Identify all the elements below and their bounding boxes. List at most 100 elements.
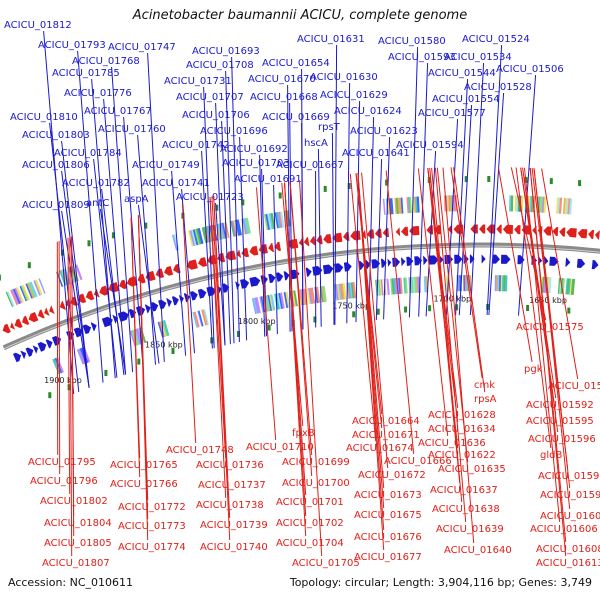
scale-tick-label: 1850 kbp xyxy=(145,340,183,349)
forward-leader-line xyxy=(103,98,127,375)
reverse-gene-label: pgk xyxy=(524,364,543,375)
reverse-leader-line xyxy=(434,167,467,523)
forward-gene-label: ACICU_01784 xyxy=(54,148,122,159)
forward-gene xyxy=(66,330,75,341)
reverse-gene xyxy=(164,265,174,276)
forward-gene-label: ACICU_01544 xyxy=(428,68,496,79)
reverse-gene xyxy=(44,307,50,316)
reverse-gene xyxy=(401,226,409,236)
rna-marker xyxy=(464,176,468,183)
cog-stripe xyxy=(293,290,298,307)
cog-stripe xyxy=(10,289,19,306)
cog-stripe xyxy=(565,198,570,215)
forward-gene xyxy=(283,271,290,281)
reverse-leader-line xyxy=(515,167,552,449)
reverse-leader-line xyxy=(289,181,313,477)
cog-stripe xyxy=(192,229,199,246)
cog-stripe xyxy=(39,277,48,294)
reverse-gene xyxy=(343,231,350,242)
forward-gene xyxy=(406,256,414,266)
reverse-gene xyxy=(2,323,11,334)
reverse-gene-label: ACICU_01772 xyxy=(118,502,186,513)
forward-gene-label: ACICU_01806 xyxy=(22,160,90,171)
reverse-gene xyxy=(470,224,478,234)
reverse-gene-label: ACICU_01673 xyxy=(354,490,422,501)
reverse-gene-label: ACICU_01807 xyxy=(42,558,110,569)
reverse-leader-line xyxy=(524,167,561,523)
reverse-leader-line xyxy=(385,170,415,455)
forward-gene xyxy=(371,259,381,269)
forward-leader-line xyxy=(445,118,459,316)
forward-gene xyxy=(380,258,387,268)
reverse-gene-label: ACICU_01671 xyxy=(352,430,420,441)
forward-gene xyxy=(101,316,113,328)
rna-marker xyxy=(347,183,351,189)
reverse-gene xyxy=(514,225,521,235)
rna-marker xyxy=(385,179,389,186)
forward-leader-line xyxy=(61,170,90,388)
cog-stripe xyxy=(29,281,38,298)
forward-gene-label: hscA xyxy=(304,138,328,149)
forward-leader-line xyxy=(137,134,156,365)
reverse-gene-label: ACICU_01748 xyxy=(166,445,234,456)
forward-gene-label: ACICU_01669 xyxy=(262,112,330,123)
cog-stripe xyxy=(14,287,23,304)
forward-gene xyxy=(576,258,586,269)
forward-leader-line xyxy=(458,104,473,316)
reverse-leader-line xyxy=(299,180,323,557)
rna-marker xyxy=(0,274,1,281)
reverse-gene-label: ACICU_01704 xyxy=(276,538,344,549)
reverse-leader-line xyxy=(137,215,149,541)
forward-gene-label: ACICU_01580 xyxy=(378,36,446,47)
rna-marker xyxy=(27,262,31,269)
reverse-gene xyxy=(225,250,237,261)
forward-gene xyxy=(334,263,344,273)
reverse-gene xyxy=(241,247,250,258)
forward-gene-label: ACICU_01703 xyxy=(222,158,290,169)
cog-stripe xyxy=(416,196,420,213)
forward-leader-line xyxy=(61,140,90,388)
reverse-gene xyxy=(274,241,281,251)
cog-stripe xyxy=(454,195,457,212)
forward-gene xyxy=(144,304,151,314)
reverse-gene xyxy=(14,318,23,329)
reverse-gene xyxy=(49,305,55,314)
forward-gene xyxy=(158,299,167,310)
reverse-leader-line xyxy=(431,167,463,503)
reverse-gene-label: ACICU_01636 xyxy=(418,438,486,449)
forward-gene-label: ACICU_01623 xyxy=(350,126,418,137)
cog-stripe xyxy=(231,220,238,237)
forward-leader-line xyxy=(93,158,118,378)
forward-gene xyxy=(414,256,423,266)
cog-stripe xyxy=(194,228,201,245)
cog-stripe xyxy=(189,229,196,247)
forward-leader-line xyxy=(259,154,266,337)
forward-gene-label: ACICU_01554 xyxy=(432,94,500,105)
cog-stripe xyxy=(193,311,200,328)
forward-gene xyxy=(400,257,406,267)
rna-marker xyxy=(48,392,52,399)
forward-gene-label: ACICU_01707 xyxy=(176,92,244,103)
reverse-gene-label: ACICU_01591 xyxy=(548,381,600,392)
forward-gene-label: ACICU_01747 xyxy=(108,42,176,53)
forward-gene xyxy=(37,342,47,352)
reverse-gene-label: cmk xyxy=(474,380,495,391)
cog-stripe xyxy=(285,291,291,308)
cog-stripe xyxy=(196,228,202,245)
forward-gene-label: ACICU_01768 xyxy=(72,56,140,67)
cog-stripe xyxy=(28,282,37,298)
reverse-gene-label: ACICU_01676 xyxy=(354,532,422,543)
forward-gene xyxy=(517,255,525,265)
forward-gene-label: antC xyxy=(86,198,109,209)
forward-gene xyxy=(392,257,401,267)
forward-gene xyxy=(166,298,172,307)
forward-leader-line xyxy=(225,70,235,344)
rna-marker xyxy=(455,304,459,311)
reverse-gene-label: ACICU_01640 xyxy=(444,545,512,556)
forward-leader-line xyxy=(231,56,240,343)
reverse-gene-label: ACICU_01710 xyxy=(246,442,314,453)
reverse-gene-label: ACICU_01701 xyxy=(276,497,344,508)
reverse-gene xyxy=(99,285,109,296)
cog-stripe xyxy=(205,308,211,325)
